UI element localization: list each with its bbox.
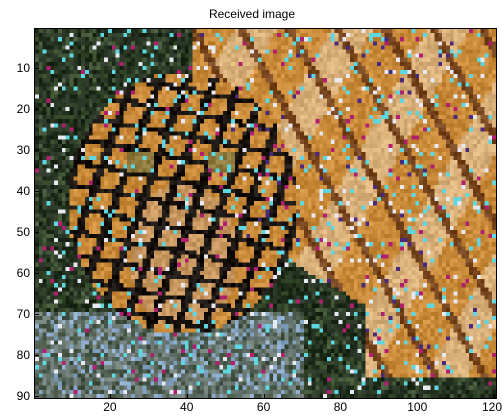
y-tick-label: 80 bbox=[16, 347, 30, 362]
y-tick-mark bbox=[35, 108, 39, 110]
y-tick-label: 70 bbox=[16, 306, 30, 321]
x-tick-mark bbox=[263, 394, 265, 398]
x-tick-mark bbox=[494, 394, 496, 398]
y-tick-label: 50 bbox=[16, 224, 30, 239]
x-tick-label: 120 bbox=[481, 400, 503, 414]
y-tick-label: 10 bbox=[16, 60, 30, 75]
y-tick-mark bbox=[35, 231, 39, 233]
x-tick-mark bbox=[417, 394, 419, 398]
y-tick-label: 30 bbox=[16, 142, 30, 157]
y-tick-mark bbox=[35, 313, 39, 315]
y-tick-label: 20 bbox=[16, 101, 30, 116]
y-tick-mark bbox=[35, 395, 39, 397]
x-tick-mark bbox=[186, 394, 188, 398]
received-image bbox=[35, 29, 496, 398]
y-tick-label: 60 bbox=[16, 265, 30, 280]
y-tick-label: 90 bbox=[16, 388, 30, 403]
x-tick-label: 100 bbox=[407, 400, 428, 414]
y-tick-mark bbox=[35, 190, 39, 192]
y-tick-label: 40 bbox=[16, 183, 30, 198]
x-tick-label: 60 bbox=[256, 400, 271, 414]
x-tick-label: 40 bbox=[180, 400, 194, 414]
x-tick-label: 20 bbox=[103, 400, 117, 414]
y-tick-mark bbox=[35, 67, 39, 69]
image-axes bbox=[34, 28, 497, 399]
y-tick-mark bbox=[35, 354, 39, 356]
y-tick-mark bbox=[35, 149, 39, 151]
x-tick-label: 80 bbox=[333, 400, 348, 414]
x-tick-mark bbox=[340, 394, 342, 398]
y-tick-mark bbox=[35, 272, 39, 274]
figure-title: Received image bbox=[208, 7, 296, 21]
x-tick-mark bbox=[109, 394, 111, 398]
